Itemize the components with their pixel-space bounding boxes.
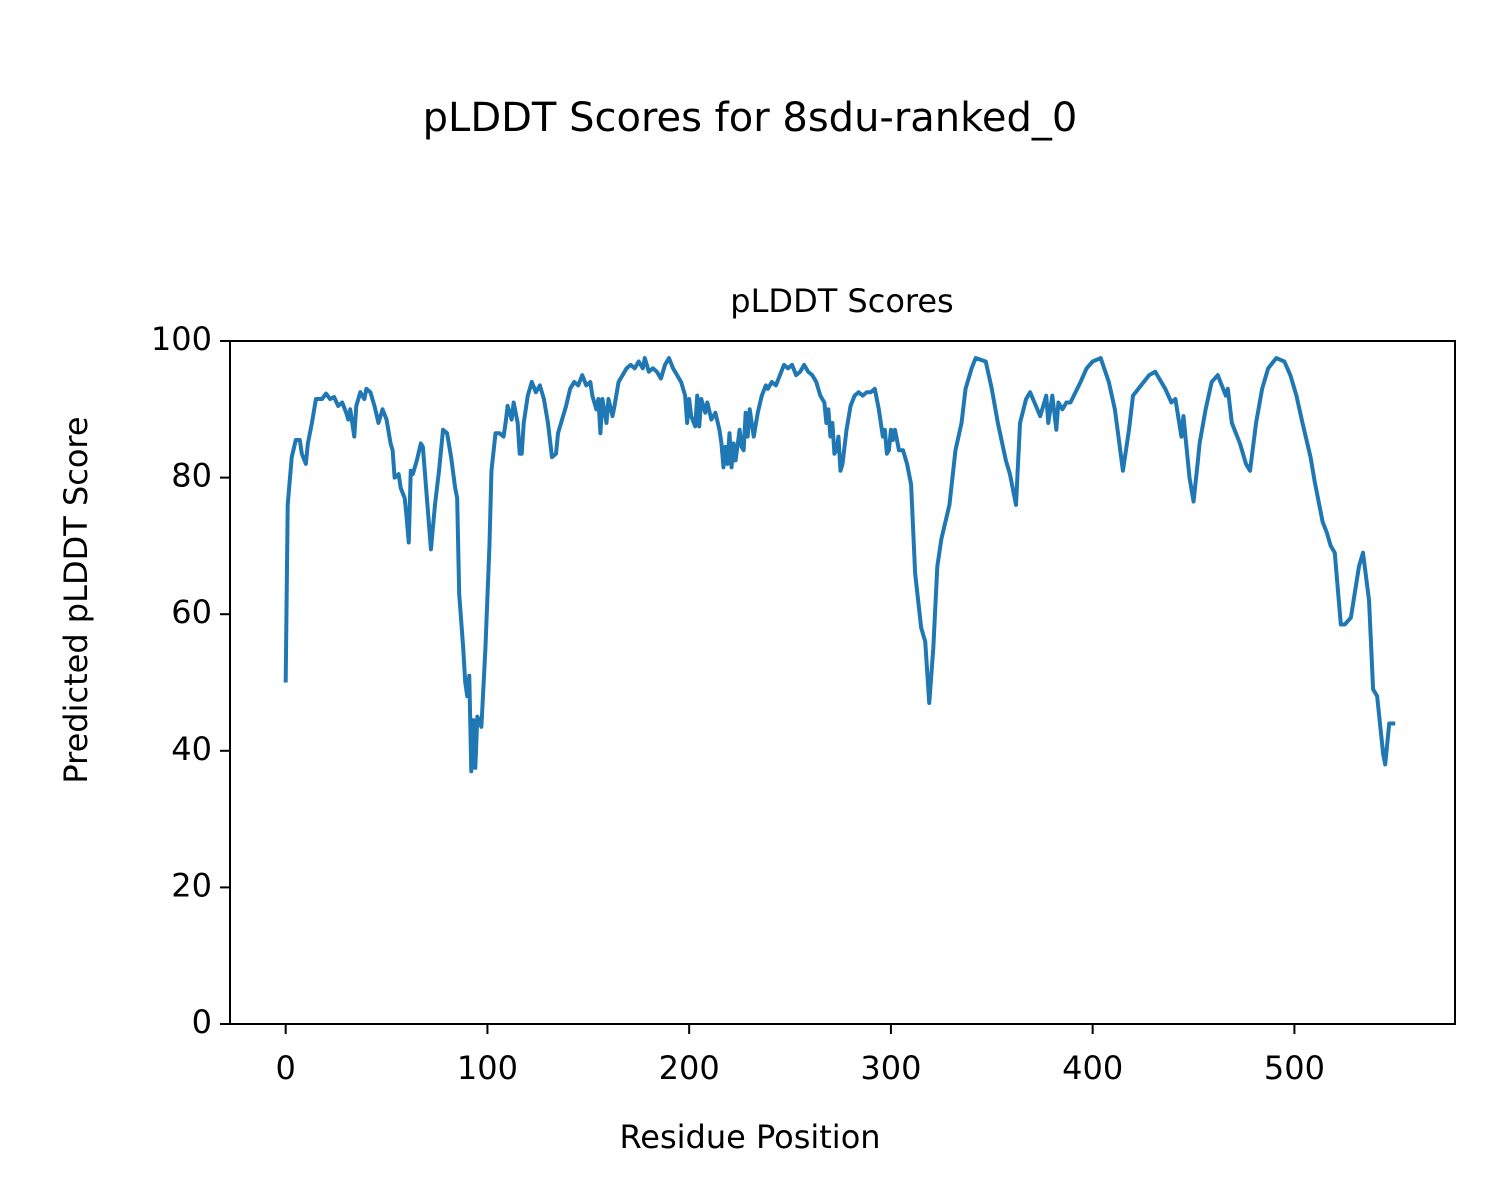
- y-axis-label: Predicted pLDDT Score: [57, 416, 95, 783]
- x-axis-label: Residue Position: [619, 1118, 880, 1156]
- x-tick-label: 200: [659, 1049, 720, 1087]
- x-tick-label: 400: [1062, 1049, 1123, 1087]
- y-tick-label: 60: [171, 593, 212, 631]
- y-tick-label: 100: [151, 320, 212, 358]
- figure-title: pLDDT Scores for 8sdu-ranked_0: [423, 95, 1078, 141]
- x-tick-label: 100: [457, 1049, 518, 1087]
- y-tick-label: 40: [171, 730, 212, 768]
- axes-title: pLDDT Scores: [730, 282, 953, 320]
- data-line: [283, 356, 1396, 774]
- x-tick-label: 300: [860, 1049, 921, 1087]
- x-tick-label: 500: [1264, 1049, 1325, 1087]
- y-tick-label: 0: [192, 1003, 212, 1041]
- axes-frame: [229, 340, 1456, 1025]
- y-tick-label: 20: [171, 866, 212, 904]
- x-tick-label: 0: [276, 1049, 296, 1087]
- y-tick-label: 80: [171, 457, 212, 495]
